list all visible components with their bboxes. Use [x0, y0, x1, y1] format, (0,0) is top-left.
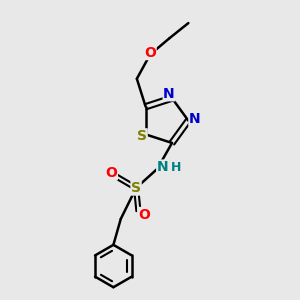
Text: N: N [163, 87, 175, 101]
Text: S: S [131, 181, 141, 195]
Text: O: O [144, 46, 156, 59]
Text: O: O [138, 208, 150, 221]
Text: H: H [171, 160, 182, 174]
Text: S: S [137, 129, 147, 143]
Text: N: N [189, 112, 201, 126]
Text: N: N [157, 160, 168, 174]
Text: O: O [105, 166, 117, 180]
